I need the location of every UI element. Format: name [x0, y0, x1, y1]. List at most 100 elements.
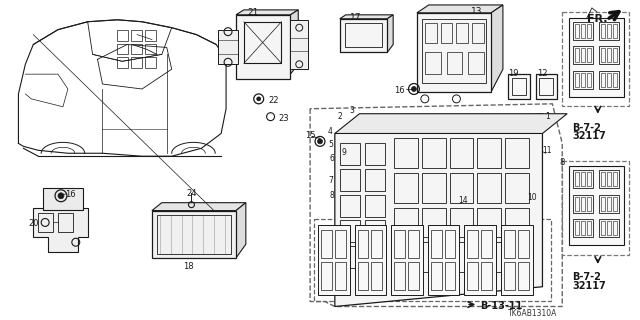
Text: 13: 13 [471, 7, 483, 16]
Bar [575, 73, 579, 87]
Text: 16: 16 [394, 86, 404, 95]
Bar [391, 225, 423, 295]
Bar [607, 221, 611, 235]
Bar [562, 12, 630, 106]
Text: 5: 5 [328, 140, 333, 149]
Bar [477, 139, 501, 168]
Bar [573, 195, 593, 212]
Bar [505, 173, 529, 203]
Text: 3: 3 [349, 106, 355, 115]
Bar [345, 23, 382, 47]
Bar [599, 71, 619, 89]
Bar [422, 173, 445, 203]
Bar [117, 30, 128, 41]
Bar [505, 208, 529, 237]
Bar [340, 220, 360, 242]
Bar [481, 230, 492, 258]
Bar [607, 24, 611, 37]
Bar [587, 24, 591, 37]
Bar [394, 139, 418, 168]
Text: 24: 24 [186, 189, 197, 198]
Bar [575, 24, 579, 37]
Text: 22: 22 [269, 96, 279, 105]
Bar [587, 73, 591, 87]
Bar [340, 19, 387, 52]
Bar [335, 262, 346, 290]
Bar [422, 139, 445, 168]
Text: 17: 17 [349, 13, 361, 22]
Bar [518, 230, 529, 258]
Bar [505, 139, 529, 168]
Bar [244, 22, 282, 63]
Polygon shape [491, 5, 503, 92]
Bar [601, 197, 605, 211]
Polygon shape [33, 208, 88, 252]
Bar [467, 262, 478, 290]
Bar [321, 230, 332, 258]
Bar [365, 195, 385, 217]
Text: B-7-2: B-7-2 [572, 272, 601, 282]
Bar [371, 230, 382, 258]
Bar [581, 172, 585, 186]
Bar [394, 242, 418, 272]
Bar [157, 214, 231, 254]
Bar [512, 78, 525, 95]
Bar [394, 262, 405, 290]
Circle shape [412, 86, 417, 92]
Bar [573, 46, 593, 64]
Text: 6: 6 [330, 154, 335, 163]
Polygon shape [335, 114, 543, 307]
Bar [117, 57, 128, 68]
Polygon shape [236, 203, 246, 258]
Bar [408, 262, 419, 290]
Bar [365, 246, 385, 268]
Bar [468, 52, 484, 74]
Bar [394, 173, 418, 203]
Bar [607, 73, 611, 87]
Bar [131, 30, 142, 41]
Bar [607, 172, 611, 186]
Polygon shape [236, 10, 298, 15]
Bar [340, 143, 360, 165]
Circle shape [58, 193, 64, 199]
Text: 11: 11 [543, 146, 552, 155]
Bar [445, 262, 456, 290]
Text: 4: 4 [328, 126, 333, 136]
Bar [314, 220, 552, 300]
Circle shape [317, 139, 323, 144]
Bar [394, 208, 418, 237]
Text: FR.: FR. [587, 14, 607, 24]
Bar [587, 221, 591, 235]
Text: 16: 16 [65, 190, 76, 199]
Bar [449, 173, 473, 203]
Text: 23: 23 [278, 114, 289, 123]
Bar [562, 161, 630, 255]
Bar [408, 230, 419, 258]
Text: 18: 18 [184, 262, 194, 271]
Bar [358, 262, 369, 290]
Bar [472, 23, 484, 43]
Bar [449, 208, 473, 237]
Bar [145, 44, 156, 54]
Bar [599, 195, 619, 212]
Polygon shape [43, 188, 83, 210]
Bar [601, 73, 605, 87]
Bar [131, 44, 142, 54]
Bar [599, 170, 619, 188]
Text: 32117: 32117 [572, 132, 606, 141]
Text: 10: 10 [527, 193, 537, 202]
Bar [291, 20, 308, 69]
Text: 12: 12 [538, 69, 548, 78]
Bar [573, 71, 593, 89]
Bar [508, 74, 530, 99]
Bar [477, 173, 501, 203]
Polygon shape [291, 10, 298, 74]
Bar [599, 220, 619, 237]
Bar [599, 22, 619, 40]
Bar [540, 78, 554, 95]
Text: 19: 19 [508, 69, 518, 78]
Text: 8: 8 [330, 191, 335, 200]
Bar [145, 57, 156, 68]
Bar [569, 166, 623, 245]
Bar [145, 30, 156, 41]
